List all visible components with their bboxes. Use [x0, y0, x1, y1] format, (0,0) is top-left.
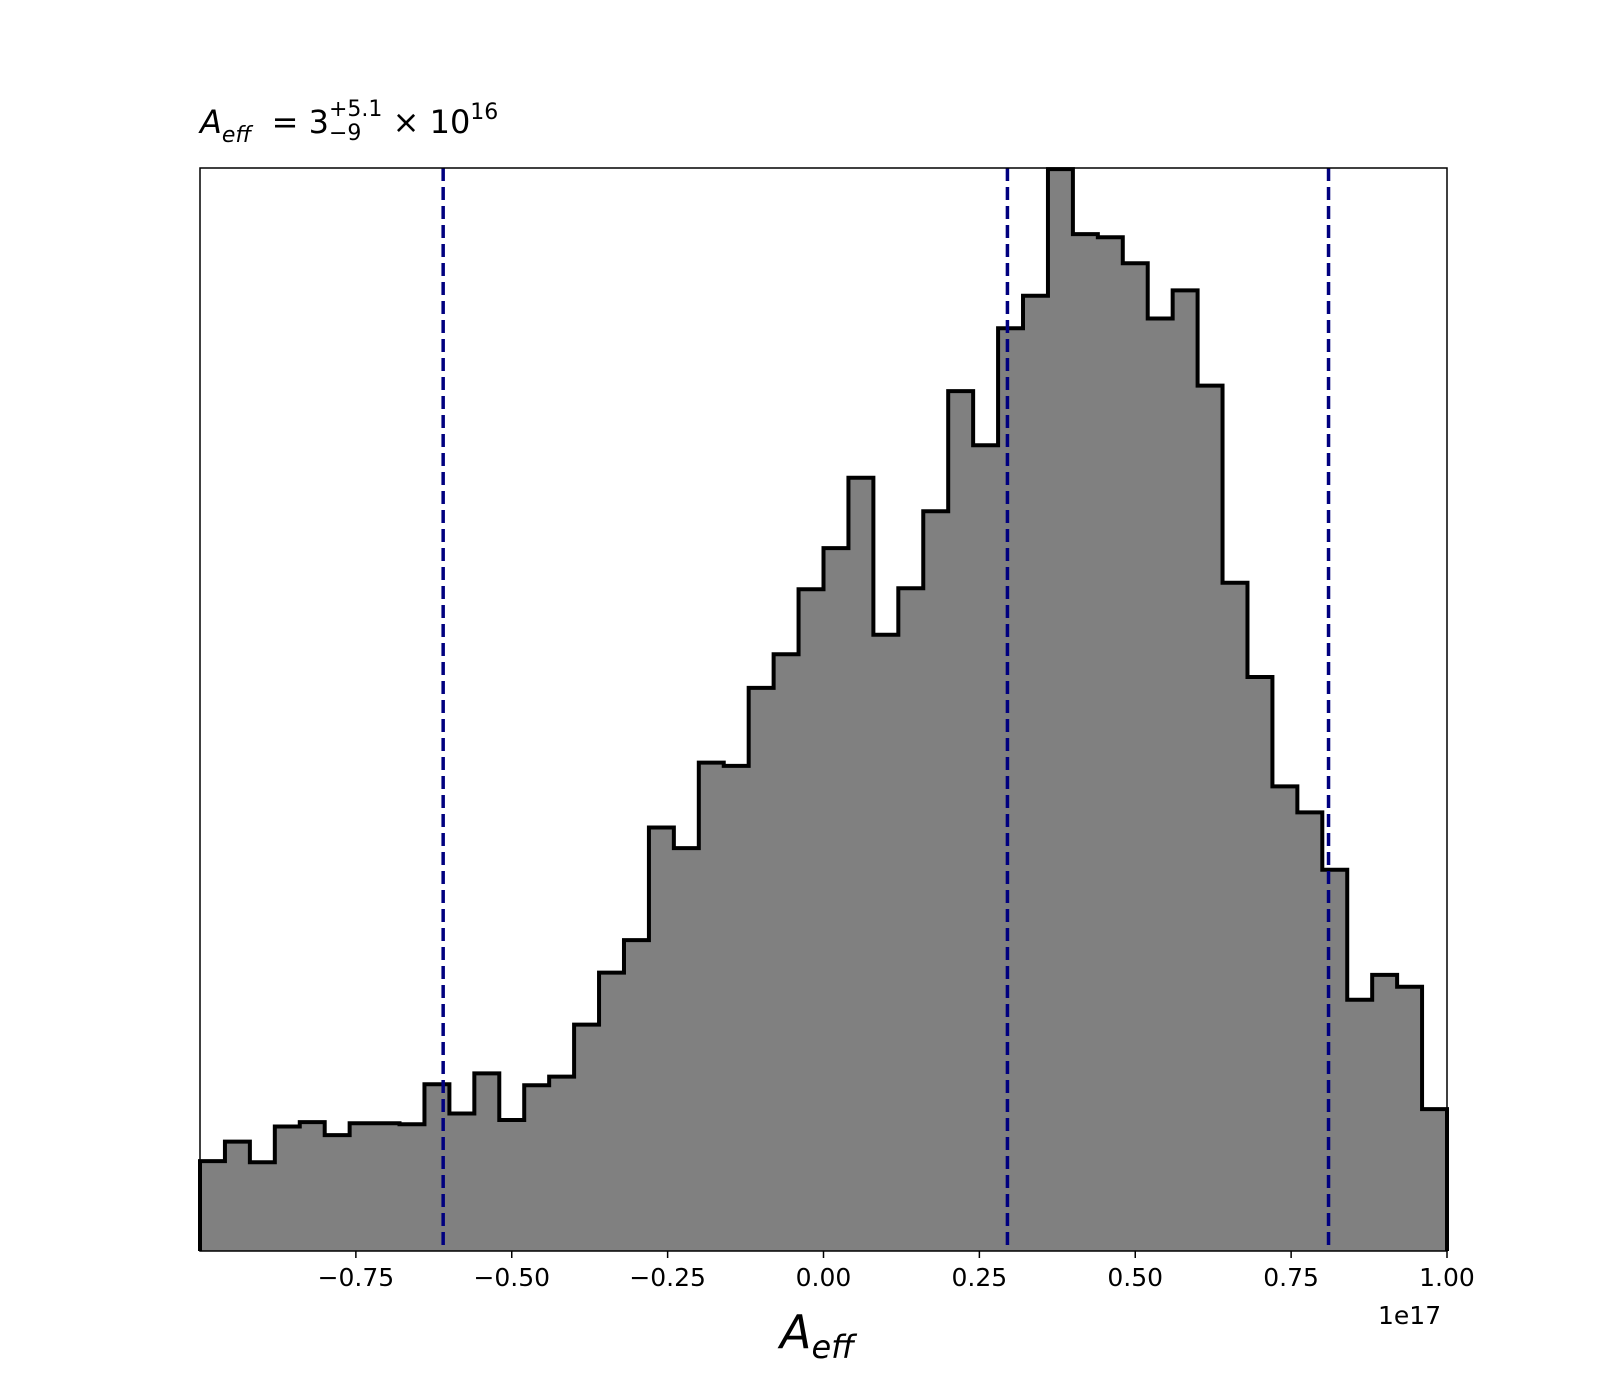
histogram-bar	[1097, 237, 1124, 1251]
histogram-bar	[923, 511, 949, 1251]
histogram-bar	[798, 589, 824, 1251]
x-tick-label: −0.50	[473, 1263, 550, 1292]
histogram-bar	[200, 1161, 226, 1251]
x-axis-offset-label: 1e17	[1378, 1301, 1442, 1330]
title-median: 3	[308, 103, 329, 141]
histogram-bar	[524, 1085, 550, 1251]
histogram-bar	[1122, 263, 1149, 1252]
title-errors: +5.1 −9	[329, 98, 382, 146]
histogram-bar	[1072, 234, 1099, 1252]
x-axis-label-subscript: eff	[811, 1328, 855, 1366]
histogram-bar	[1422, 1109, 1448, 1251]
histogram-bar	[574, 1024, 600, 1251]
credible-interval-lines	[441, 168, 1331, 1251]
histogram-bar	[773, 654, 800, 1251]
title-err-minus: −9	[329, 121, 362, 146]
histogram-bar	[449, 1113, 475, 1251]
histogram-bar	[998, 328, 1024, 1251]
x-axis-label-symbol: A	[780, 1305, 812, 1359]
histogram-bar	[299, 1122, 326, 1251]
histogram-bar	[424, 1084, 450, 1251]
title-symbol: A	[200, 103, 222, 141]
histogram-bar	[648, 827, 675, 1251]
x-axis-ticks: −0.75 −0.50 −0.25 0.00 0.25 0.50 0.75 1.00	[318, 1251, 1475, 1292]
title-err-plus: +5.1	[329, 97, 383, 122]
histogram-bar	[349, 1123, 376, 1251]
histogram-bar	[374, 1123, 401, 1251]
chart-title: Aeff = 3 +5.1 −9 × 1016	[200, 98, 499, 149]
histogram-bar	[698, 762, 725, 1251]
histogram-bar	[224, 1141, 251, 1251]
histogram-bar	[823, 548, 849, 1251]
title-power-exponent: 16	[470, 100, 499, 125]
x-tick-label: −0.25	[629, 1263, 706, 1292]
histogram-bar	[249, 1162, 276, 1251]
histogram-bar	[1297, 812, 1323, 1251]
histogram-bar	[1047, 169, 1074, 1251]
histogram-bar	[1372, 974, 1398, 1251]
histogram-bar	[1397, 986, 1423, 1251]
histogram-bar	[1347, 999, 1373, 1251]
x-tick-label: −0.75	[318, 1263, 395, 1292]
histogram-bar	[474, 1073, 500, 1251]
histogram-bar	[623, 940, 650, 1251]
histogram-bar	[274, 1126, 301, 1251]
x-tick-label: 0.25	[952, 1263, 1008, 1292]
x-tick-label: 0.75	[1263, 1263, 1319, 1292]
x-axis-label: Aeff	[780, 1305, 854, 1366]
histogram-bar	[1172, 290, 1199, 1251]
x-tick-label: 0.50	[1107, 1263, 1163, 1292]
histogram-bar	[1272, 786, 1298, 1251]
histogram-bar	[1247, 677, 1273, 1251]
histogram-bar	[1222, 582, 1248, 1251]
histogram-bar	[599, 972, 625, 1251]
histogram-bar	[723, 765, 750, 1251]
x-tick-label: 0.00	[796, 1263, 852, 1292]
histogram-bar	[499, 1119, 525, 1251]
x-tick-label: 1.00	[1419, 1263, 1475, 1292]
title-equals: =	[271, 103, 299, 141]
histogram-bar	[873, 634, 899, 1251]
histogram-bar	[324, 1135, 351, 1251]
histogram-bar	[1322, 869, 1348, 1251]
histogram-bar	[549, 1076, 575, 1251]
histogram-bars	[198, 167, 1449, 1252]
histogram-bar	[1147, 318, 1174, 1251]
histogram-bar	[748, 687, 775, 1251]
histogram-bar	[848, 477, 874, 1251]
histogram-bar	[948, 391, 974, 1251]
histogram-bar	[898, 588, 924, 1251]
histogram-bar	[1197, 385, 1224, 1252]
histogram-bar	[973, 445, 999, 1251]
histogram-bar	[673, 848, 700, 1251]
histogram-outline	[198, 167, 1449, 1251]
title-symbol-subscript: eff	[221, 123, 252, 148]
histogram-bar	[399, 1124, 425, 1251]
histogram-bar	[1023, 295, 1049, 1251]
title-times: ×	[392, 103, 420, 141]
title-power-base: 10	[429, 103, 471, 141]
